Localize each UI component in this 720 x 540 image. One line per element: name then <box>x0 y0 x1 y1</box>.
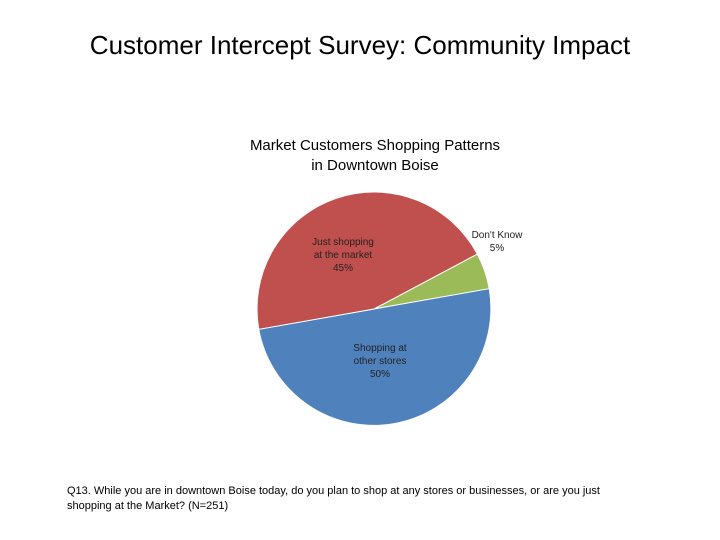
pie-slice-just-market <box>256 191 478 330</box>
slice-label-just-market-name-1: Just shopping <box>312 237 374 248</box>
slice-label-just-market: Just shopping at the market 45% <box>303 236 383 275</box>
slide-title: Customer Intercept Survey: Community Imp… <box>89 30 631 60</box>
footnote-line-2: shopping at the Market? (N=251) <box>67 500 229 512</box>
pie-slice-other-stores <box>258 288 492 426</box>
survey-question-footnote: Q13. While you are in downtown Boise tod… <box>67 484 667 514</box>
slice-label-other-stores-name-2: other stores <box>353 356 407 367</box>
chart-title-line-2: in Downtown Boise <box>311 157 439 174</box>
slice-label-other-stores-value: 50% <box>369 369 390 380</box>
slice-label-other-stores: Shopping at other stores 50% <box>345 342 415 381</box>
slice-label-dont-know: Don't Know 5% <box>462 229 532 255</box>
slice-label-dont-know-value: 5% <box>489 243 505 254</box>
pie-slices <box>256 191 492 426</box>
chart-title-line-1: Market Customers Shopping Patterns <box>249 137 501 154</box>
footnote-line-1: Q13. While you are in downtown Boise tod… <box>67 485 600 497</box>
chart-title: Market Customers Shopping Patterns in Do… <box>200 136 550 176</box>
slice-label-just-market-name-2: at the market <box>313 250 373 261</box>
slice-label-just-market-value: 45% <box>332 263 353 274</box>
slice-label-dont-know-name: Don't Know <box>471 230 523 241</box>
slice-label-other-stores-name-1: Shopping at <box>353 343 407 354</box>
